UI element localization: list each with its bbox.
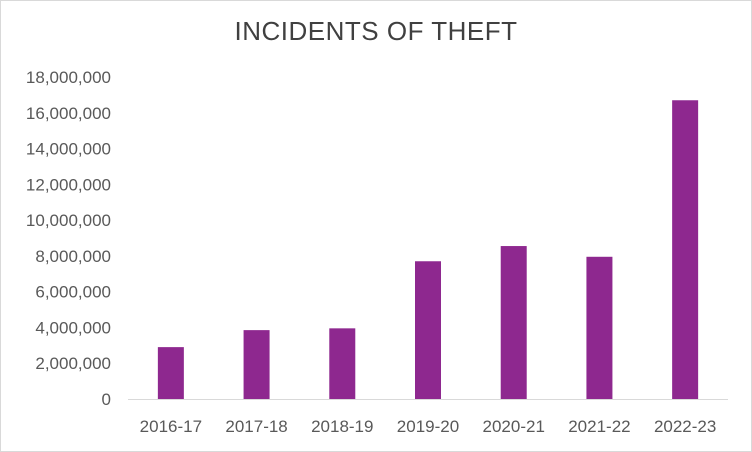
y-tick-label: 16,000,000 (26, 104, 111, 123)
y-tick-label: 0 (102, 390, 111, 409)
y-tick-label: 10,000,000 (26, 211, 111, 230)
y-tick-label: 14,000,000 (26, 140, 111, 159)
bar (415, 261, 441, 399)
y-tick-label: 4,000,000 (35, 318, 111, 337)
bar (157, 347, 184, 399)
y-tick-label: 8,000,000 (35, 247, 111, 266)
chart-title: INCIDENTS OF THEFT (234, 16, 518, 46)
y-tick-label: 2,000,000 (35, 354, 111, 373)
y-tick-label: 6,000,000 (35, 283, 111, 302)
x-tick-label: 2022-23 (654, 417, 716, 436)
bar (586, 256, 613, 399)
x-tick-label: 2019-20 (397, 417, 459, 436)
x-tick-label: 2020-21 (483, 417, 545, 436)
x-tick-label: 2021-22 (568, 417, 630, 436)
x-tick-label: 2017-18 (225, 417, 287, 436)
y-tick-label: 18,000,000 (26, 68, 111, 87)
y-tick-label: 12,000,000 (26, 175, 111, 194)
bar (500, 246, 527, 399)
x-tick-label: 2018-19 (311, 417, 373, 436)
bar (329, 328, 356, 399)
bar (672, 100, 699, 399)
bar (243, 330, 270, 399)
x-tick-label: 2016-17 (140, 417, 202, 436)
